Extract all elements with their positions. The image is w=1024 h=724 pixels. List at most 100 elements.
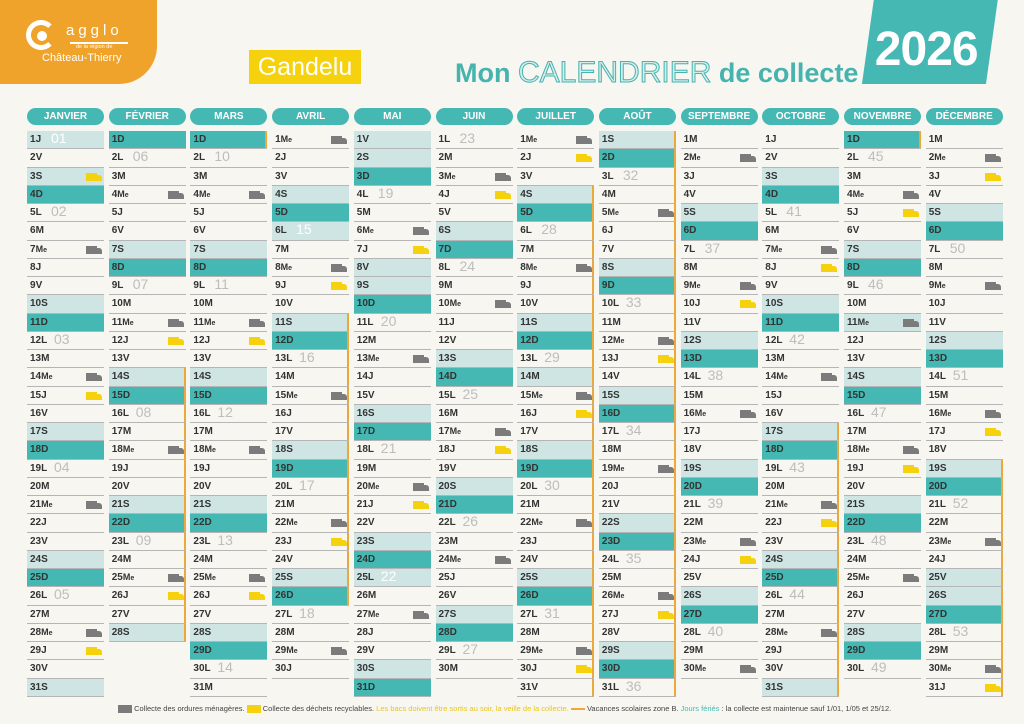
day-cell[interactable]: 22M — [680, 514, 758, 533]
day-cell[interactable]: 1D — [844, 131, 921, 150]
day-cell[interactable]: 9L 07 — [108, 276, 186, 296]
day-cell[interactable]: 23V — [762, 533, 840, 551]
day-cell[interactable]: 26J — [108, 587, 186, 606]
day-cell[interactable]: 4S — [517, 185, 595, 204]
day-cell[interactable]: 28Me — [27, 624, 104, 642]
day-cell[interactable]: 5L 41 — [762, 203, 840, 223]
day-cell[interactable]: 14M — [517, 368, 595, 387]
day-cell[interactable]: 25Me — [190, 569, 268, 588]
day-cell[interactable]: 9M — [435, 277, 513, 296]
day-cell[interactable]: 12J — [844, 332, 921, 350]
day-cell[interactable]: 30M — [435, 660, 513, 679]
day-cell[interactable]: 8M — [680, 259, 758, 277]
day-cell[interactable]: 3V — [272, 168, 350, 186]
day-cell[interactable]: 22J — [27, 514, 104, 533]
day-cell[interactable]: 8D — [108, 258, 186, 277]
day-cell[interactable]: 13D — [680, 350, 758, 369]
day-cell[interactable]: 3V — [517, 168, 595, 186]
day-cell[interactable]: 12D — [272, 331, 350, 350]
day-cell[interactable]: 26S — [680, 587, 758, 606]
day-cell[interactable]: 4V — [925, 186, 1003, 204]
day-cell[interactable]: 19J — [190, 460, 268, 478]
day-cell[interactable]: 23D — [598, 532, 676, 551]
day-cell[interactable]: 11Me — [190, 314, 268, 332]
day-cell[interactable]: 14J — [353, 368, 431, 387]
day-cell[interactable]: 15Me — [517, 387, 595, 405]
day-cell[interactable]: 10M — [190, 295, 268, 314]
day-cell[interactable]: 22V — [353, 514, 431, 533]
day-cell[interactable]: 24S — [762, 550, 840, 569]
day-cell[interactable]: 18S — [517, 441, 595, 460]
day-cell[interactable]: 15J — [762, 387, 840, 405]
day-cell[interactable]: 9J — [517, 277, 595, 296]
day-cell[interactable]: 18V — [680, 441, 758, 460]
day-cell[interactable]: 6L 28 — [517, 221, 595, 241]
day-cell[interactable]: 17L 34 — [598, 422, 676, 442]
day-cell[interactable]: 3D — [353, 167, 431, 186]
day-cell[interactable]: 3S — [762, 167, 840, 186]
day-cell[interactable]: 27V — [108, 606, 186, 624]
day-cell[interactable]: 16D — [598, 404, 676, 423]
day-cell[interactable]: 29M — [680, 642, 758, 661]
day-cell[interactable]: 17S — [762, 423, 840, 442]
day-cell[interactable]: 8D — [190, 258, 268, 277]
day-cell[interactable]: 30Me — [925, 660, 1003, 679]
day-cell[interactable]: 16V — [762, 405, 840, 423]
day-cell[interactable]: 4L 19 — [353, 185, 431, 204]
day-cell[interactable]: 1J 01 — [27, 130, 104, 150]
day-cell[interactable]: 24J — [925, 551, 1003, 569]
day-cell[interactable]: 1Me — [517, 131, 595, 150]
day-cell[interactable]: 15D — [108, 386, 186, 405]
day-cell[interactable]: 5J — [190, 204, 268, 223]
day-cell[interactable]: 25D — [762, 569, 840, 588]
day-cell[interactable]: 16J — [272, 405, 350, 423]
day-cell[interactable]: 26Me — [598, 587, 676, 606]
day-cell[interactable]: 13L 16 — [272, 349, 350, 369]
day-cell[interactable]: 7S — [844, 240, 921, 259]
day-cell[interactable]: 23Me — [680, 533, 758, 551]
day-cell[interactable]: 13V — [190, 350, 268, 369]
day-cell[interactable]: 18M — [598, 441, 676, 460]
day-cell[interactable]: 21Me — [762, 496, 840, 515]
day-cell[interactable]: 13L 29 — [517, 349, 595, 369]
day-cell[interactable]: 21D — [435, 496, 513, 515]
day-cell[interactable]: 9V — [762, 277, 840, 296]
day-cell[interactable]: 15S — [598, 386, 676, 405]
day-cell[interactable]: 23V — [27, 533, 104, 551]
day-cell[interactable]: 2V — [27, 149, 104, 168]
day-cell[interactable]: 15J — [27, 387, 104, 405]
day-cell[interactable]: 28L 53 — [925, 623, 1003, 642]
day-cell[interactable]: 13M — [762, 350, 840, 369]
day-cell[interactable]: 28L 40 — [680, 623, 758, 642]
day-cell[interactable]: 5J — [108, 204, 186, 223]
day-cell[interactable]: 30V — [762, 660, 840, 679]
day-cell[interactable]: 25M — [598, 569, 676, 588]
day-cell[interactable]: 11V — [680, 314, 758, 332]
day-cell[interactable]: 16Me — [925, 405, 1003, 423]
day-cell[interactable]: 27Me — [353, 606, 431, 624]
day-cell[interactable]: 30S — [353, 660, 431, 679]
day-cell[interactable]: 4Me — [190, 186, 268, 204]
day-cell[interactable]: 2V — [762, 149, 840, 168]
day-cell[interactable]: 1D — [190, 131, 268, 150]
day-cell[interactable]: 9S — [353, 277, 431, 296]
day-cell[interactable]: 22L 26 — [435, 513, 513, 533]
day-cell[interactable]: 12V — [435, 332, 513, 350]
day-cell[interactable]: 16M — [435, 405, 513, 423]
day-cell[interactable]: 18S — [272, 441, 350, 460]
day-cell[interactable]: 10V — [517, 295, 595, 314]
day-cell[interactable]: 21M — [517, 496, 595, 515]
day-cell[interactable]: 12J — [108, 332, 186, 350]
day-cell[interactable]: 22S — [598, 514, 676, 533]
day-cell[interactable]: 17J — [680, 423, 758, 442]
day-cell[interactable]: 20V — [108, 478, 186, 496]
day-cell[interactable]: 16L 12 — [190, 404, 268, 423]
day-cell[interactable]: 5J — [844, 204, 921, 223]
day-cell[interactable]: 29M — [925, 642, 1003, 661]
day-cell[interactable]: 5D — [517, 204, 595, 223]
day-cell[interactable]: 8D — [844, 258, 921, 277]
day-cell[interactable]: 28Me — [762, 624, 840, 642]
day-cell[interactable]: 30D — [598, 660, 676, 679]
day-cell[interactable]: 1S — [598, 131, 676, 150]
day-cell[interactable]: 17S — [27, 423, 104, 442]
